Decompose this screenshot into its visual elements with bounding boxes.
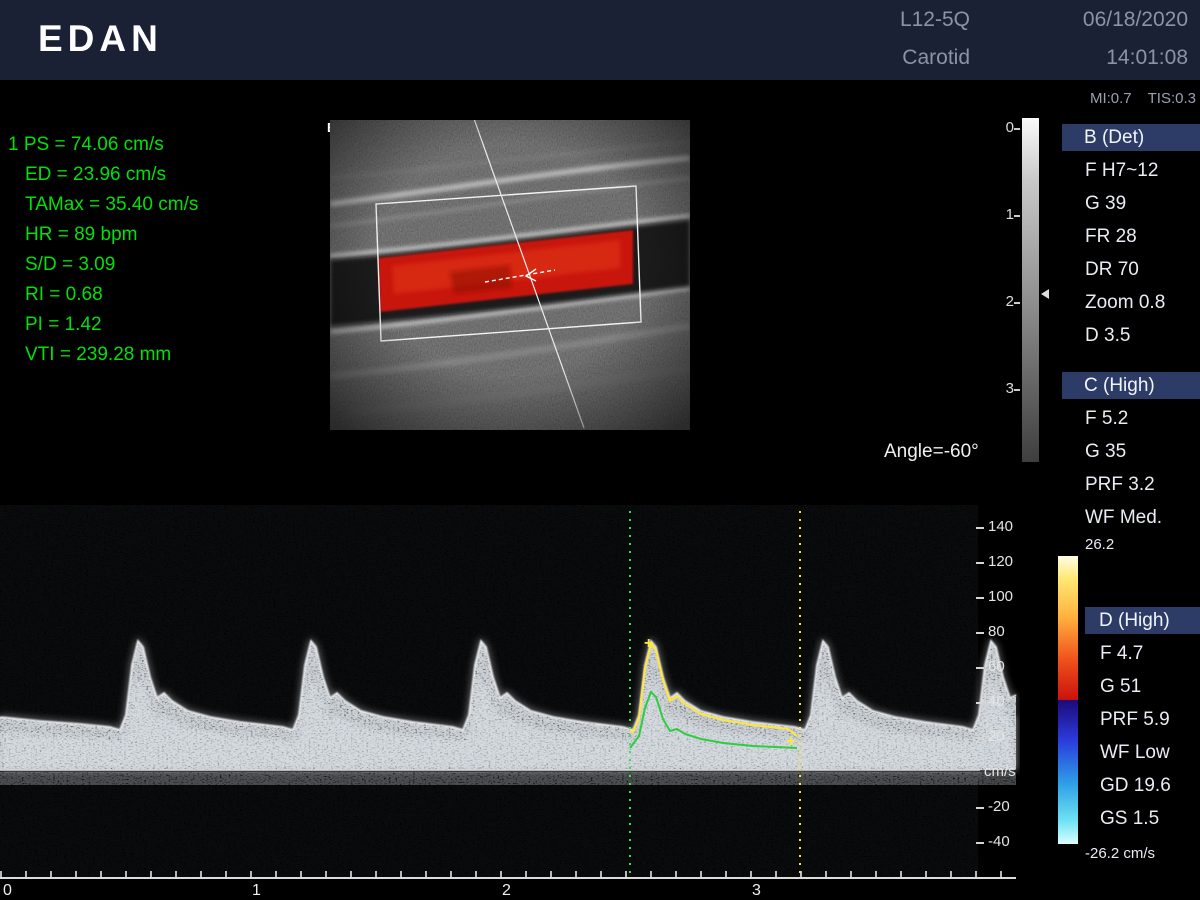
measurement-line: ED = 23.96 cm/s xyxy=(25,164,166,185)
time-tick-label: 0 xyxy=(3,882,12,899)
param-c-prf[interactable]: PRF 3.2 xyxy=(1085,474,1155,495)
mi-value: MI:0.7 xyxy=(1089,90,1132,107)
param-d-gatedepth[interactable]: GD 19.6 xyxy=(1100,775,1171,796)
measurement-line: PI = 1.42 xyxy=(25,314,102,335)
b-mode-section-header[interactable]: B (Det) xyxy=(1062,124,1200,151)
velocity-tick-mark xyxy=(976,702,984,704)
time-tick-label: 2 xyxy=(502,882,511,899)
doppler-section-header[interactable]: D (High) xyxy=(1085,607,1200,634)
spectral-doppler-trace: + + xyxy=(0,505,1018,877)
velocity-tick-mark xyxy=(976,807,984,809)
velocity-tick-label: -20 xyxy=(988,798,1010,815)
grayscale-bar xyxy=(1022,118,1039,462)
measurement-line: TAMax = 35.40 cm/s xyxy=(25,194,199,215)
depth-tick: 0 xyxy=(1005,119,1014,136)
param-b-frequency[interactable]: F H7~12 xyxy=(1085,160,1159,181)
tis-value: TIS:0.3 xyxy=(1147,90,1196,107)
depth-tick-mark xyxy=(1014,389,1020,391)
acoustic-indices: MI:0.7 TIS:0.3 xyxy=(1038,90,1196,107)
measurement-line: 1 PS = 74.06 cm/s xyxy=(8,134,164,155)
auto-trace-mean xyxy=(629,690,798,749)
measurement-line: HR = 89 bpm xyxy=(25,224,138,245)
brand-logo: EDAN xyxy=(38,18,163,59)
param-b-zoom[interactable]: Zoom 0.8 xyxy=(1085,292,1166,313)
depth-tick: 3 xyxy=(1005,380,1014,397)
velocity-tick-label: -40 xyxy=(988,833,1010,850)
param-c-wallfilter[interactable]: WF Med. xyxy=(1085,507,1163,528)
auto-trace-envelope xyxy=(629,641,798,737)
measurement-line: RI = 0.68 xyxy=(25,284,103,305)
colorbar-min-label: -26.2 cm/s xyxy=(1085,845,1156,862)
param-d-frequency[interactable]: F 4.7 xyxy=(1100,643,1144,664)
measurement-line: VTI = 239.28 mm xyxy=(25,344,172,365)
preset-label[interactable]: Carotid xyxy=(902,46,970,69)
color-section-header[interactable]: C (High) xyxy=(1062,372,1200,399)
probe-label[interactable]: L12-5Q xyxy=(899,8,970,31)
velocity-tick-label: 40 xyxy=(988,693,1005,710)
end-marker-icon: + xyxy=(786,733,795,750)
time-axis-ticks xyxy=(0,871,1016,877)
param-d-prf[interactable]: PRF 5.9 xyxy=(1100,709,1170,730)
time-tick-label: 3 xyxy=(752,882,761,899)
velocity-tick-label: 80 xyxy=(988,623,1005,640)
angle-readout: Angle=-60° xyxy=(884,441,979,462)
color-scale-negative xyxy=(1058,700,1078,844)
param-d-gain[interactable]: G 51 xyxy=(1100,676,1142,697)
velocity-tick-label: 60 xyxy=(988,658,1005,675)
depth-tick: 1 xyxy=(1005,206,1014,223)
depth-tick: 2 xyxy=(1005,293,1014,310)
depth-tick-mark xyxy=(1014,128,1020,130)
velocity-unit-label: cm/s xyxy=(984,763,1016,780)
velocity-tick-mark xyxy=(976,597,984,599)
peak-marker-icon: + xyxy=(644,635,653,652)
velocity-tick-label: 20 xyxy=(988,728,1005,745)
param-b-framerate[interactable]: FR 28 xyxy=(1085,226,1137,247)
velocity-tick-mark xyxy=(976,737,984,739)
exam-time: 14:01:08 xyxy=(1106,46,1188,69)
header-bar xyxy=(0,0,1200,80)
depth-tick-mark xyxy=(1014,215,1020,217)
colorbar-max-label: 26.2 xyxy=(1085,536,1115,553)
velocity-tick-mark xyxy=(976,842,984,844)
exam-date: 06/18/2020 xyxy=(1082,8,1188,31)
velocity-tick-mark xyxy=(976,562,984,564)
focus-marker-icon[interactable] xyxy=(1041,289,1049,299)
time-axis-line xyxy=(0,877,1016,879)
spectral-display[interactable]: + + xyxy=(0,505,1020,877)
depth-tick-mark xyxy=(1014,302,1020,304)
param-d-wallfilter[interactable]: WF Low xyxy=(1100,742,1170,763)
velocity-tick-label: 100 xyxy=(988,588,1014,605)
param-b-gain[interactable]: G 39 xyxy=(1085,193,1127,214)
b-mode-image[interactable] xyxy=(329,115,691,430)
b-mode-render xyxy=(329,115,691,430)
measurement-results: 1 PS = 74.06 cm/s ED = 23.96 cm/s TAMax … xyxy=(8,130,198,370)
measurement-line: S/D = 3.09 xyxy=(25,254,116,275)
param-b-depth[interactable]: D 3.5 xyxy=(1085,325,1131,346)
time-tick-label: 1 xyxy=(252,882,261,899)
velocity-tick-mark xyxy=(976,632,984,634)
velocity-tick-label: 140 xyxy=(988,518,1014,535)
velocity-tick-mark xyxy=(976,667,984,669)
color-scale-positive xyxy=(1058,556,1078,700)
param-c-frequency[interactable]: F 5.2 xyxy=(1085,408,1129,429)
velocity-tick-mark xyxy=(976,527,984,529)
param-d-gatesize[interactable]: GS 1.5 xyxy=(1100,808,1160,829)
param-b-dynamicrange[interactable]: DR 70 xyxy=(1085,259,1139,280)
velocity-tick-label: 120 xyxy=(988,553,1014,570)
param-c-gain[interactable]: G 35 xyxy=(1085,441,1127,462)
